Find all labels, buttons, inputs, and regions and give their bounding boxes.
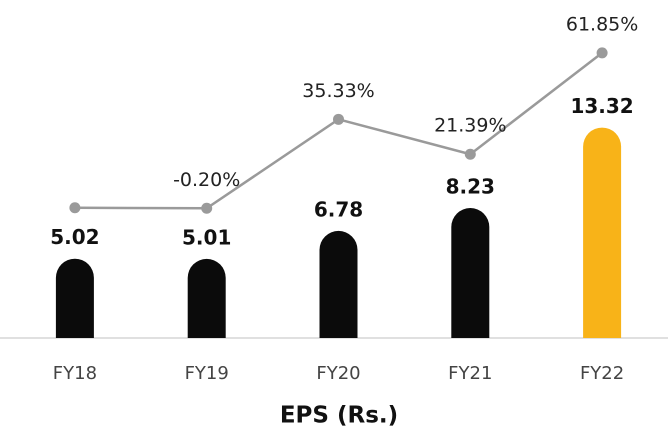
bar (55, 258, 94, 338)
growth-point (69, 202, 81, 214)
bar (319, 230, 358, 338)
growth-label: 21.39% (434, 115, 506, 137)
bar-value-label: 13.32 (570, 94, 633, 118)
growth-label: 35.33% (302, 80, 374, 102)
x-tick-label: FY20 (316, 363, 360, 384)
growth-point (201, 202, 213, 214)
bar-value-label: 5.01 (182, 225, 231, 249)
bar-value-label: 8.23 (446, 175, 495, 199)
bar (451, 208, 490, 338)
x-tick-label: FY22 (580, 363, 624, 384)
bar (583, 127, 622, 339)
growth-label: -0.20% (173, 169, 240, 191)
chart-title: EPS (Rs.) (280, 403, 398, 429)
x-tick-label: FY21 (448, 363, 492, 384)
growth-point (596, 47, 608, 59)
bar-value-label: 5.02 (50, 225, 99, 249)
growth-label: 61.85% (566, 13, 638, 35)
growth-line (74, 51, 603, 210)
x-tick-label: FY19 (185, 363, 229, 384)
bar (187, 258, 226, 338)
bar-value-label: 6.78 (314, 197, 363, 221)
growth-point (333, 113, 344, 125)
growth-point (464, 148, 476, 160)
x-tick-label: FY18 (53, 363, 97, 384)
